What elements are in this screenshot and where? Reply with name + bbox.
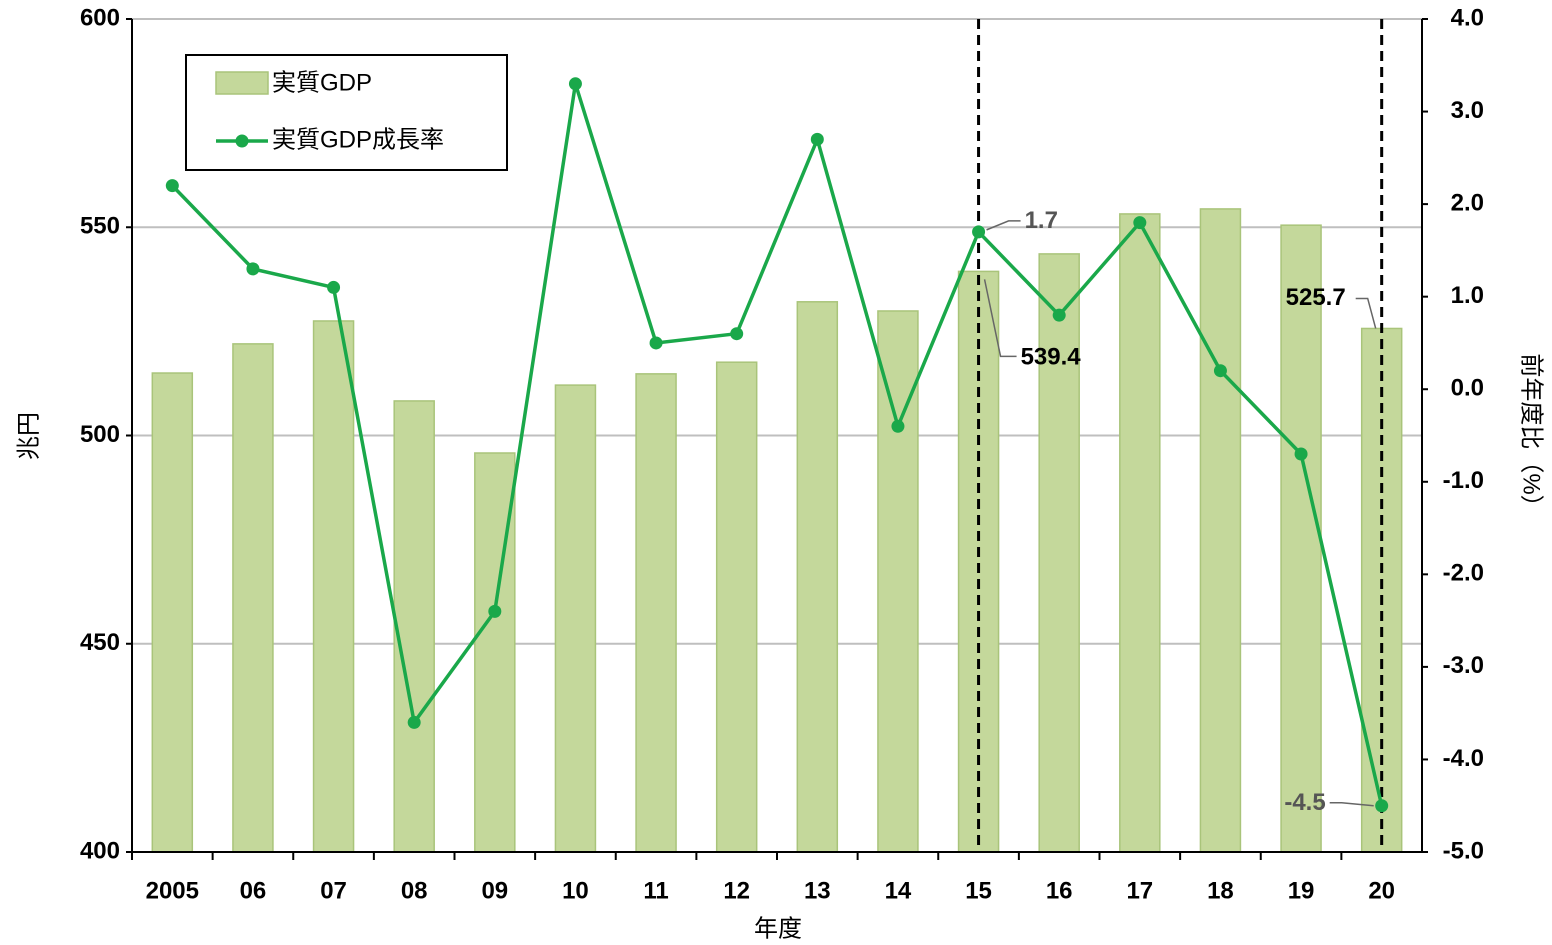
x-tick-label: 07 (320, 877, 347, 904)
y2-tick-label: -2.0 (1443, 560, 1484, 587)
line-point (1375, 799, 1389, 813)
bar (312, 320, 355, 853)
y2-tick-label: 4.0 (1451, 4, 1484, 31)
y2-tick-label: -5.0 (1443, 837, 1484, 864)
x-tick-label: 12 (723, 877, 750, 904)
x-tick-label: 19 (1288, 877, 1315, 904)
x-tick-label: 06 (240, 877, 267, 904)
bar (232, 343, 274, 853)
bar (1119, 213, 1161, 853)
x-tick-label: 15 (965, 877, 992, 904)
leader-line (1329, 801, 1374, 807)
x-tick-label: 13 (804, 877, 831, 904)
line-point (1294, 447, 1308, 461)
bar (151, 372, 194, 853)
legend-swatch (215, 71, 269, 95)
y2-tick-label: 0.0 (1451, 375, 1484, 402)
bar (1038, 253, 1080, 853)
leader-line (1355, 297, 1377, 329)
legend-label: 実質GDP (272, 69, 372, 96)
line-label: -4.5 (1284, 789, 1325, 816)
bar (796, 301, 839, 853)
leader-line (983, 279, 1017, 358)
legend-label: 実質GDP成長率 (272, 126, 444, 153)
x-tick-label: 09 (481, 877, 508, 904)
bar (635, 373, 677, 853)
y-axis-title: 兆円 (15, 412, 42, 460)
x-tick-label: 16 (1046, 877, 1073, 904)
line-point (246, 262, 260, 276)
x-tick-label: 17 (1126, 877, 1153, 904)
y2-tick-label: 3.0 (1451, 97, 1484, 124)
y2-tick-label: -3.0 (1443, 652, 1484, 679)
bar (1199, 208, 1242, 853)
x-tick-label: 2005 (146, 877, 199, 904)
line-point (568, 77, 582, 91)
x-tick-label: 08 (401, 877, 428, 904)
bar (554, 384, 597, 853)
bar (877, 310, 919, 853)
y-tick-label: 600 (80, 4, 120, 31)
y2-tick-label: -4.0 (1443, 745, 1484, 772)
bar (1280, 224, 1322, 853)
line-point (891, 419, 905, 433)
legend-marker (235, 134, 249, 148)
y-tick-label: 500 (80, 421, 120, 448)
x-axis-title: 年度 (754, 915, 802, 942)
y-tick-label: 550 (80, 213, 120, 240)
line-point (1213, 364, 1227, 378)
bar (393, 400, 435, 853)
y-tick-label: 400 (80, 837, 120, 864)
leader-line (986, 220, 1021, 231)
x-tick-label: 11 (643, 877, 668, 904)
line-point (327, 280, 341, 294)
x-tick-label: 10 (562, 877, 589, 904)
line (171, 83, 1384, 807)
line-point (810, 132, 824, 146)
y2-axis-title: 前年度比（%） (1518, 353, 1545, 518)
x-tick-label: 14 (885, 877, 912, 904)
line-point (407, 715, 421, 729)
line-point (1133, 216, 1147, 230)
y2-tick-label: -1.0 (1443, 467, 1484, 494)
line-point (972, 225, 986, 239)
y-tick-label: 450 (80, 629, 120, 656)
line-point (165, 179, 179, 193)
line-point (1052, 308, 1066, 322)
line-point (730, 327, 744, 341)
line-point (649, 336, 663, 350)
line-label: 1.7 (1025, 207, 1058, 234)
bar-label: 525.7 (1286, 284, 1346, 311)
x-tick-label: 20 (1368, 877, 1395, 904)
x-tick-label: 18 (1207, 877, 1234, 904)
y2-tick-label: 1.0 (1451, 282, 1484, 309)
bar-label: 539.4 (1021, 344, 1082, 371)
bar (715, 361, 758, 853)
line-point (488, 604, 502, 618)
y2-tick-label: 2.0 (1451, 189, 1484, 216)
